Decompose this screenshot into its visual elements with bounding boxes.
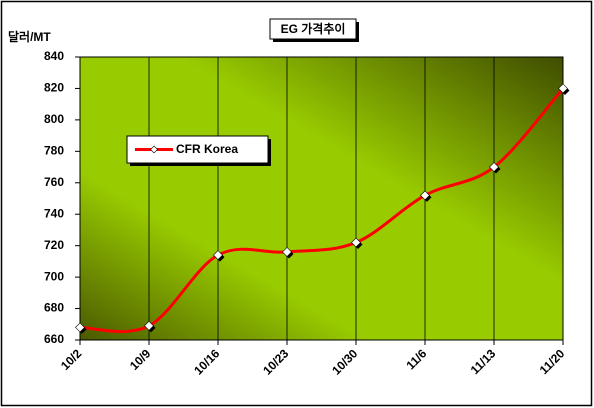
y-tick-label: 780 — [44, 144, 64, 158]
data-point — [282, 247, 292, 257]
chart-title: EG 가격추이 — [281, 21, 346, 36]
data-point — [351, 237, 361, 248]
y-tick-label: 760 — [44, 175, 64, 189]
data-point — [213, 250, 223, 261]
y-tick-label: 680 — [44, 301, 64, 315]
data-point — [144, 320, 154, 331]
y-tick-label: 820 — [44, 81, 64, 95]
title-box — [269, 18, 357, 40]
data-point — [558, 83, 568, 94]
y-tick-label: 660 — [44, 332, 64, 346]
plot-area — [79, 56, 564, 341]
y-tick-label: 720 — [44, 238, 64, 252]
data-point — [489, 162, 499, 172]
y-tick-label: 800 — [44, 112, 64, 126]
legend-label: CFR Korea — [176, 142, 238, 156]
y-axis-label: 달러/MT — [8, 29, 51, 44]
data-point — [420, 190, 430, 201]
y-tick-label: 700 — [44, 269, 64, 283]
legend-marker — [150, 145, 158, 154]
y-tick-label: 840 — [44, 49, 64, 63]
data-point — [75, 322, 85, 333]
y-tick-label: 740 — [44, 206, 64, 220]
